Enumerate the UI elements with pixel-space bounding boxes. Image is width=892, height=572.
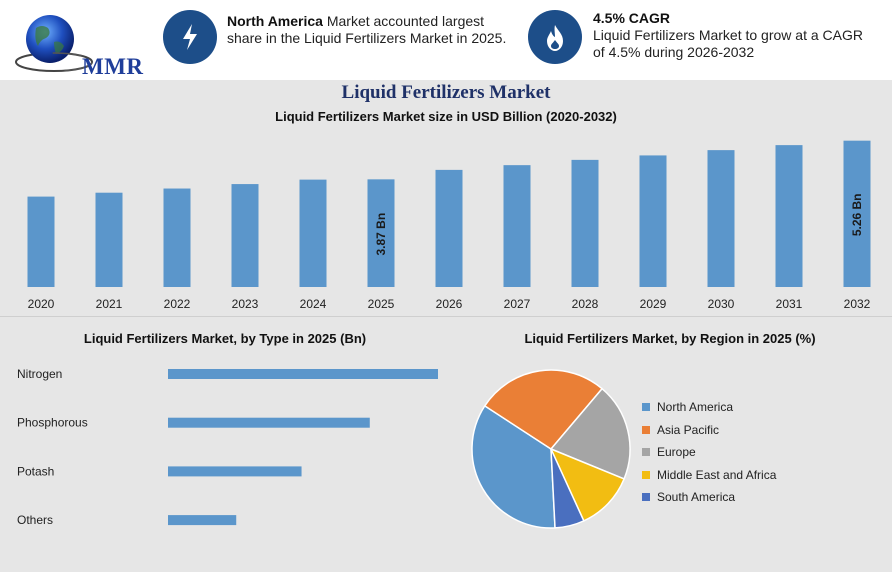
type-chart-title: Liquid Fertilizers Market, by Type in 20…	[83, 331, 367, 346]
type-bar-potash	[168, 466, 302, 477]
card2-text: Liquid Fertilizers Market to grow at a C…	[593, 27, 863, 60]
bar-2029	[639, 155, 667, 287]
x-tick-label: 2020	[28, 297, 55, 311]
bar-2031	[775, 145, 803, 287]
card1-text: Market accounted largest share in the Li…	[227, 13, 507, 46]
bar-2022	[163, 188, 191, 287]
type-label-others: Others	[17, 513, 53, 527]
legend-swatch	[642, 493, 650, 502]
bar-2021	[95, 192, 123, 287]
legend-label: Asia Pacific	[657, 422, 720, 437]
type-bar-nitrogen	[168, 369, 438, 379]
bar-2028	[571, 159, 599, 287]
x-tick-label: 2031	[776, 297, 803, 311]
market-size-bar-chart: 2020 2021 2022 2023 2024 2025 2026 2027 2028 2029…	[27, 140, 871, 311]
type-label-potash: Potash	[17, 464, 54, 478]
legend-swatch	[642, 425, 650, 434]
legend-item-north-america: North America	[642, 396, 776, 419]
bar-2025	[367, 179, 395, 287]
pie-slice-north-america	[471, 404, 556, 529]
region-chart-title: Liquid Fertilizers Market, by Region in …	[524, 331, 816, 346]
bar-2030	[707, 150, 735, 287]
bar-2026	[435, 169, 463, 287]
x-tick-label: 2025	[368, 297, 395, 311]
x-tick-label: 2026	[436, 297, 463, 311]
legend-label: Europe	[657, 445, 696, 460]
legend-label: South America	[657, 490, 736, 505]
type-bar-chart: Nitrogen Phosphorous Potash Others	[17, 367, 438, 527]
flame-icon	[528, 10, 582, 64]
legend-item-europe: Europe	[642, 441, 776, 464]
data-label-2025: 3.87 Bn	[374, 213, 388, 256]
bar-2024	[299, 179, 327, 287]
bar-chart-title: Liquid Fertilizers Market size in USD Bi…	[275, 109, 617, 124]
region-pie-chart	[471, 369, 631, 529]
x-tick-label: 2021	[96, 297, 123, 311]
type-label-phosphorous: Phosphorous	[17, 416, 88, 430]
legend-item-south-america: South America	[642, 486, 776, 509]
type-label-nitrogen: Nitrogen	[17, 367, 62, 381]
logo-text: MMR	[82, 54, 144, 79]
card1-bold: North America	[227, 13, 323, 29]
x-tick-label: 2022	[164, 297, 191, 311]
globe-icon	[15, 15, 93, 72]
x-tick-label: 2030	[708, 297, 735, 311]
x-tick-label: 2029	[640, 297, 667, 311]
type-bar-phosphorous	[168, 417, 370, 428]
bar-2032	[843, 140, 871, 287]
x-tick-label: 2023	[232, 297, 259, 311]
legend-item-asia-pacific: Asia Pacific	[642, 419, 776, 442]
header-banner: MMR North America Market accounted large…	[0, 0, 892, 80]
bar-2027	[503, 165, 531, 287]
x-tick-label: 2028	[572, 297, 599, 311]
pie-slice-south-america	[550, 448, 585, 529]
bar-2020	[27, 196, 55, 287]
lightning-bolt-icon	[163, 10, 217, 64]
legend-item-middle-east-and-africa: Middle East and Africa	[642, 464, 776, 487]
page-title: Liquid Fertilizers Market	[341, 82, 551, 103]
north-america-card: North America Market accounted largest s…	[227, 13, 512, 47]
legend-swatch	[642, 470, 650, 479]
data-label-2032: 5.26 Bn	[850, 193, 864, 236]
mmr-logo: MMR	[14, 12, 144, 79]
cagr-card: 4.5% CAGR Liquid Fertilizers Market to g…	[593, 10, 878, 61]
card2-bold: 4.5% CAGR	[593, 10, 671, 26]
type-bar-others	[168, 515, 237, 526]
legend-swatch	[642, 403, 650, 412]
bar-2023	[231, 184, 259, 287]
legend-swatch	[642, 448, 650, 457]
legend-label: Middle East and Africa	[657, 467, 777, 482]
x-tick-label: 2027	[504, 297, 531, 311]
pie-slice-asia-pacific	[483, 369, 604, 450]
x-tick-label: 2032	[844, 297, 871, 311]
x-tick-label: 2024	[300, 297, 327, 311]
legend-label: North America	[657, 400, 734, 415]
section-divider	[0, 316, 892, 317]
pie-slice-middle-east-and-africa	[549, 447, 626, 522]
region-legend: North America Asia Pacific Europe Middle Ea…	[642, 396, 776, 509]
